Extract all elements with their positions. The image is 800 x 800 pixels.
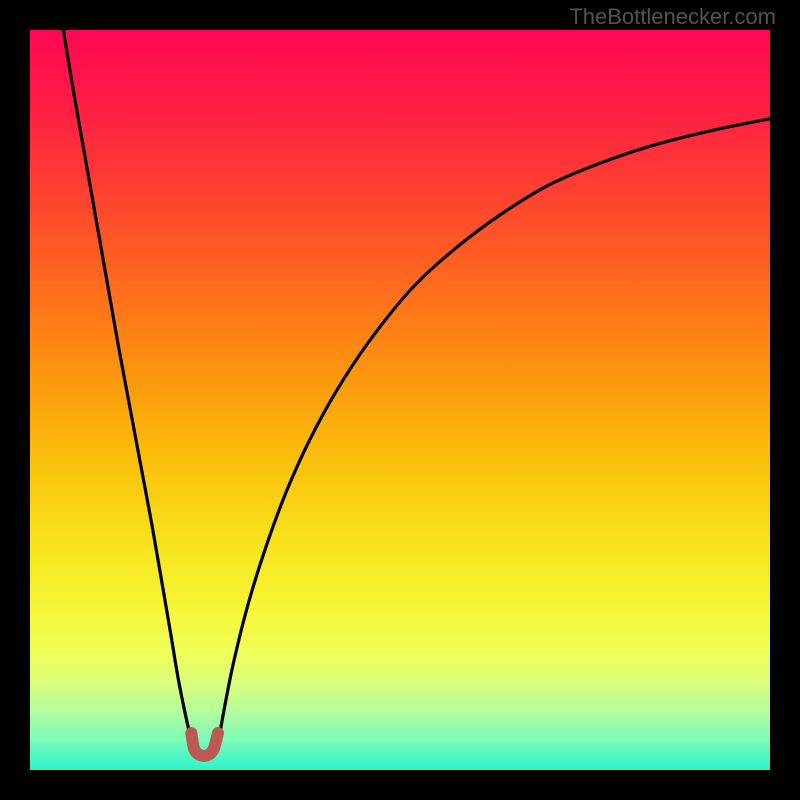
plot-area [30,30,770,770]
chart-outer-frame: TheBottlenecker.com [0,0,800,800]
bottom-tick [191,733,218,756]
curve-left [63,30,191,740]
curve-right [219,119,770,741]
curves-layer [30,30,770,770]
watermark-text: TheBottlenecker.com [569,4,776,30]
